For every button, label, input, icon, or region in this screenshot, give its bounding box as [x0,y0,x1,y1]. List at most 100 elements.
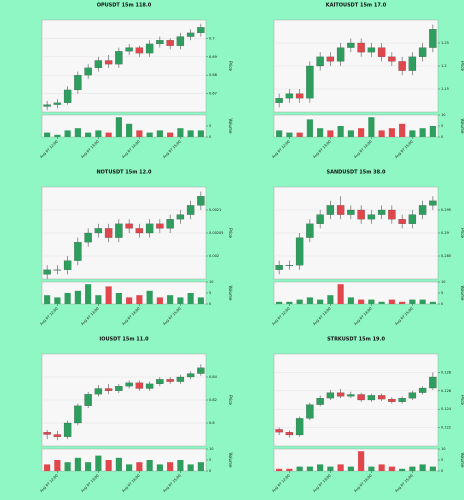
candle-body [306,65,314,99]
volume-bar [54,134,61,137]
x-tick-label: Aug 07 15:00 [394,307,414,327]
candle-body [295,237,304,266]
volume-bar [388,299,395,304]
price-axis-label: Price [228,61,233,71]
candle-body [367,47,376,53]
chart-title: IOUSDT 15m 11.0 [99,337,149,343]
candle-body [84,394,92,406]
volume-bar [156,130,163,137]
x-tick-label: Aug 07 14:00 [353,140,373,160]
volume-bar [337,284,344,304]
volume-bar [419,128,426,137]
volume-tick-label: 10 [209,447,213,451]
candle-body [367,395,376,401]
y-tick-label: 0.124 [441,407,452,411]
price-axis-label: Price [460,228,464,238]
volume-bar [429,466,436,471]
candle-body [357,209,365,220]
volume-bar [419,299,426,304]
volume-bar [54,297,61,304]
x-tick-label: Aug 07 14:00 [353,474,373,494]
volume-bar [327,295,334,304]
candle-body [336,47,345,62]
volume-bar [409,299,416,304]
volume-bar [156,464,163,471]
volume-bar [306,466,313,471]
candle-body [186,32,195,37]
volume-bar [64,462,71,471]
volume-bar [368,299,375,304]
volume-tick-label: 5 [441,124,443,128]
volume-tick-label: 0 [209,302,211,306]
candle-body [388,398,396,402]
x-tick-label: Aug 07 13:00 [312,474,332,494]
candle-body [125,47,133,52]
volume-bar [419,464,426,471]
candle-body [145,383,154,389]
candle-body [367,214,376,220]
x-tick-label: Aug 07 15:00 [394,140,414,160]
candle-body [84,67,92,76]
volume-bar [85,132,92,137]
candle-body [176,214,185,220]
candle-body [418,205,427,215]
x-tick-label: Aug 07 12:00 [39,140,59,160]
volume-axis-label: Volume [460,119,464,134]
candle-body [197,27,205,33]
volume-axis-label: Volume [228,286,233,301]
volume-bar [399,123,406,137]
volume-tick-label: 0 [441,135,443,139]
candle-body [388,209,396,220]
candle-body [115,386,123,391]
y-tick-label: 0.295 [441,208,451,212]
volume-bar [388,128,395,137]
candle-body [295,418,304,436]
candle-body [84,232,92,243]
volume-bar [306,119,313,137]
volume-bar [187,293,194,304]
y-tick-label: 0.00205 [209,231,223,235]
candle-body [145,223,154,234]
volume-bar [368,117,375,137]
candle-body [429,376,437,389]
volume-bar [187,130,194,137]
candle-body [336,205,345,215]
candle-body [408,214,417,224]
candle-body [166,379,174,382]
volume-tick-label: 10 [441,113,445,117]
x-tick-label: Aug 07 13:00 [80,307,100,327]
candle-body [418,47,427,57]
x-tick-label: Aug 07 14:00 [121,140,141,160]
volume-bar [347,297,354,304]
volume-bar [286,301,293,304]
candle-body [336,392,345,397]
volume-tick-label: 5 [441,291,443,295]
price-axis-label: Price [228,228,233,238]
volume-bar [85,462,92,471]
candle-body [377,395,386,400]
volume-bar [177,128,184,137]
candle-body [115,223,123,238]
volume-bar [276,130,283,137]
volume-bar [95,295,102,304]
candle-body [145,43,154,54]
candle-body [285,93,294,99]
candle-body [357,42,365,53]
candle-body [285,265,294,266]
candle-body [186,373,195,378]
volume-bar [276,468,283,471]
x-tick-label: Aug 07 12:00 [39,474,59,494]
candle-body [357,394,365,401]
candle-body [388,56,396,62]
volume-bar [429,301,436,304]
x-tick-label: Aug 07 12:00 [271,140,291,160]
candle-body [53,269,62,271]
candle-body [74,405,82,424]
candle-body [94,228,103,234]
candle-body [74,75,82,91]
volume-bar [146,132,153,137]
volume-bar [378,301,385,304]
volume-bar [44,132,51,137]
x-tick-label: Aug 07 15:00 [162,474,182,494]
